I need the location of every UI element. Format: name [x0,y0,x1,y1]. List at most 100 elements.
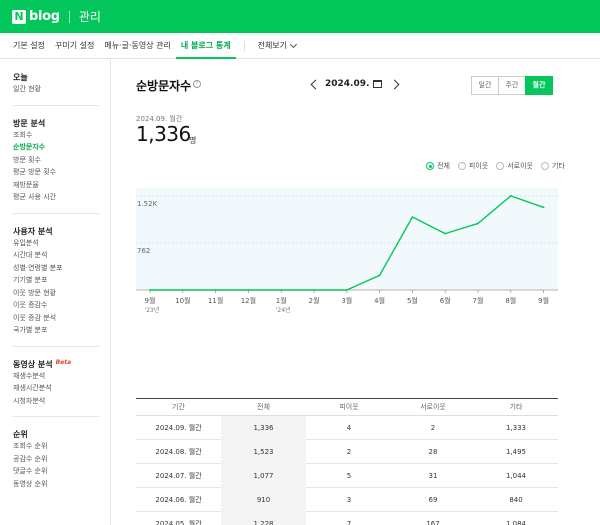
x-tick-label: 6월 [440,296,451,305]
table-cell: 1,495 [505,447,527,456]
sidebar-item[interactable]: 동영상 순위 [13,479,48,488]
table-cell: 2024.08. 월간 [155,447,202,456]
year-label: '24년 [276,306,291,314]
legend-option[interactable]: 기타 [540,161,565,171]
table-cell: 910 [221,487,306,512]
admin-title[interactable]: 관리 [78,10,101,24]
sidebar-item[interactable]: 시간대 분석 [13,251,48,259]
sidebar-item[interactable]: 이웃 증감 분석 [13,313,57,322]
x-tick-label: 8월 [505,296,516,305]
sidebar-item[interactable]: 기기별 분포 [13,276,48,284]
sidebar-item[interactable]: 성별·연령별 분포 [13,263,63,272]
page-title: 순방문자수 [136,79,192,93]
legend-label: 기타 [551,162,565,170]
sidebar-item[interactable]: 조회수 순위 [13,442,48,450]
sidebar-section-title: 순위 [13,429,110,440]
table-row: 2024.07. 월간 1,077 5 31 1,044 [136,463,558,488]
view-all-dropdown[interactable]: 전체보기 [253,33,301,59]
table-cell: 31 [428,471,438,480]
naver-logo-icon[interactable]: N [12,9,26,24]
calendar-icon[interactable] [373,80,383,88]
sidebar-item[interactable]: 재생시간분석 [13,384,52,392]
tab-content-management[interactable]: 메뉴·글·동영상 관리 [104,40,171,50]
legend-label: 서로이웃 [507,162,533,170]
data-point [247,289,250,291]
sidebar-item[interactable]: 평균 사용 시간 [13,193,57,201]
sidebar-item[interactable]: 이웃 방문 현황 [13,288,57,297]
tab-divider [243,40,245,51]
table-cell: 2024.07. 월간 [155,471,202,480]
table-cell: 5 [346,471,352,480]
sidebar-item[interactable]: 국가별 분포 [13,326,48,334]
table-cell: 2 [346,447,352,456]
section-title-label: 사용자 분석 [13,226,53,236]
sidebar-item[interactable]: 이웃 증감수 [13,301,48,309]
legend-option[interactable]: 서로이웃 [496,161,533,171]
blog-logo[interactable]: blog [29,9,60,24]
sidebar-item[interactable]: 공감수 순위 [13,454,48,463]
sidebar-item[interactable]: 순방문자수 [13,143,46,151]
table-cell: 1,333 [505,423,527,432]
data-point [214,289,217,291]
prev-period-arrow-icon[interactable] [310,79,321,89]
radio-icon [426,162,434,170]
sidebar-item[interactable]: 방문 횟수 [13,155,41,164]
current-date-label: 2024.09. [325,79,370,89]
section-title-label: 오늘 [13,73,28,82]
column-header: 피이웃 [339,403,359,411]
table-cell: 1,523 [221,439,306,464]
sidebar-divider [13,416,99,417]
logo-divider [68,10,70,23]
data-point [149,289,151,291]
sidebar-item[interactable]: 일간 현황 [13,85,41,93]
x-tick-label: 11월 [208,296,223,305]
data-point [280,289,283,291]
tab-blog-statistics[interactable]: 내 블로그 통계 [175,33,236,59]
sidebar-section-title: 동영상 분석 Beta [13,359,110,370]
summary-value: 1,336 [136,122,191,146]
sidebar-item[interactable]: 유입분석 [13,238,39,247]
main-content: 순방문자수 ? 2024.09. 일간 주간 월간 2024.09. 월간 1,… [112,60,600,525]
y-tick-label: 1.52K [137,200,158,208]
help-icon[interactable]: ? [193,80,201,88]
data-point [378,274,381,277]
x-tick-label: 5월 [407,296,418,305]
table-cell: 2024.09. 월간 [155,423,202,432]
table-cell: 28 [428,447,438,456]
next-period-arrow-icon[interactable] [389,79,400,89]
table-cell: 4 [346,423,352,432]
x-tick-label: 7월 [473,296,484,305]
visitors-table: 기간 전체 피이웃 서로이웃 기타 2024.09. 월간 1,336 4 2 1,333 2024… [136,398,558,525]
monthly-button[interactable]: 월간 [525,76,553,95]
table-header: 기간 전체 피이웃 서로이웃 기타 [136,398,558,416]
sidebar-item[interactable]: 평균 방문 횟수 [13,168,57,176]
summary-unit: 명 [189,136,197,145]
legend-option[interactable]: 전체 [426,161,450,171]
sidebar-item[interactable]: 재생수분석 [13,371,46,380]
column-header: 서로이웃 [420,403,446,411]
table-cell: 1,336 [221,415,306,440]
settings-tabs: 기본 설정 꾸미기 설정 메뉴·글·동영상 관리 내 블로그 통계 전체보기 [0,33,600,59]
legend-label: 전체 [437,162,450,170]
beta-badge: Beta [55,358,72,366]
sidebar-divider [13,212,99,214]
x-tick-label: 9월 [145,296,156,305]
sidebar-item[interactable]: 시청자분석 [13,396,46,405]
table-cell: 7 [346,519,352,525]
data-point [313,289,315,291]
sidebar-item[interactable]: 댓글수 순위 [13,467,48,475]
section-title-label: 방문 분석 [13,118,46,128]
tab-basic-settings[interactable]: 기본 설정 [13,40,45,50]
sidebar-item[interactable]: 재방문율 [13,180,39,189]
x-tick-label: 4월 [374,296,385,305]
tab-decorate-settings[interactable]: 꾸미기 설정 [54,40,95,50]
x-tick-label: 9월 [538,296,549,305]
sidebar-section-title: 방문 분석 [13,118,110,129]
x-tick-label: 3월 [341,296,352,305]
daily-button[interactable]: 일간 [471,76,499,95]
weekly-button[interactable]: 주간 [498,76,526,95]
legend-option[interactable]: 피이웃 [457,161,488,171]
sidebar-item[interactable]: 조회수 [13,130,33,139]
